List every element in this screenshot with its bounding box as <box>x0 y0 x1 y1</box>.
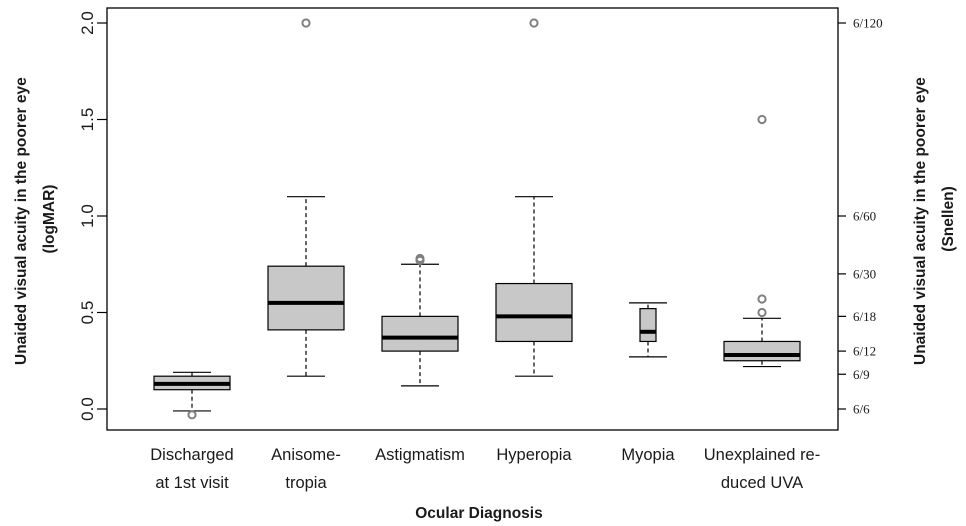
category-label: Astigmatism <box>375 446 465 464</box>
category-label-line: Myopia <box>621 446 675 464</box>
right-tick-label: 6/12 <box>853 344 876 359</box>
category-label: Hyperopia <box>496 446 572 464</box>
left-tick-label: 0.5 <box>78 301 97 325</box>
right-tick-label: 6/9 <box>853 367 870 382</box>
box-series <box>153 18 801 420</box>
outlier-point <box>301 18 311 28</box>
outlier-point <box>757 114 767 125</box>
box-group <box>723 114 801 368</box>
category-labels: Discharged at 1st visit Anisome-tropia Asti… <box>150 446 820 492</box>
left-tick-label: 0.0 <box>78 397 97 421</box>
category-label-line: at 1st visit <box>155 474 229 492</box>
category-label-line: tropia <box>285 474 327 492</box>
box-group <box>381 253 459 387</box>
category-label: Unexplained re-duced UVA <box>704 446 820 492</box>
category-label: Anisome-tropia <box>271 446 341 492</box>
left-axis-title-line-2: (logMAR) <box>41 185 58 254</box>
left-tick-label: 1.5 <box>78 108 97 132</box>
right-y-axis: 6/6 6/9 6/12 6/18 6/30 6/60 6/120 <box>838 16 883 417</box>
right-tick-label: 6/120 <box>853 16 883 31</box>
box-group <box>629 302 667 358</box>
x-axis-title: Ocular Diagnosis <box>415 505 542 522</box>
left-axis-title-line-1: Unaided visual acuity in the poorer eye <box>13 77 30 365</box>
box-group <box>153 371 231 420</box>
category-label-line: Discharged <box>150 446 233 464</box>
category-label-line: Astigmatism <box>375 446 465 464</box>
category-label-line: duced UVA <box>721 474 803 492</box>
box-group <box>267 18 345 377</box>
outlier-point <box>415 253 425 264</box>
box-iqr <box>267 265 345 331</box>
outlier-point <box>529 18 539 28</box>
box-group <box>495 18 573 377</box>
right-tick-label: 6/18 <box>853 309 876 324</box>
left-tick-label: 1.0 <box>78 204 97 228</box>
category-label: Myopia <box>621 446 675 464</box>
category-label-line: Anisome- <box>271 446 341 464</box>
outlier-point <box>187 410 197 420</box>
right-tick-label: 6/30 <box>853 266 876 281</box>
category-label: Discharged at 1st visit <box>150 446 233 492</box>
box-iqr <box>495 282 573 343</box>
box-iqr <box>639 308 657 343</box>
right-axis-title-line-2: (Snellen) <box>940 186 957 251</box>
left-tick-label: 2.0 <box>78 11 97 35</box>
right-tick-label: 6/6 <box>853 402 870 417</box>
box-iqr <box>723 340 801 362</box>
outlier-point <box>757 294 767 304</box>
outlier-point <box>757 307 767 318</box>
category-label-line: Unexplained re- <box>704 446 820 464</box>
right-axis-title-line-1: Unaided visual acuity in the poorer eye <box>912 77 929 365</box>
category-label-line: Hyperopia <box>496 446 572 464</box>
left-y-axis: 0.0 0.5 1.0 1.5 2.0 <box>78 11 107 421</box>
right-axis-title: Unaided visual acuity in the poorer eye … <box>912 73 957 365</box>
box-iqr <box>381 315 459 352</box>
plot-frame <box>106 7 839 431</box>
left-axis-title: Unaided visual acuity in the poorer eye … <box>13 73 58 365</box>
right-tick-label: 6/60 <box>853 209 876 224</box>
